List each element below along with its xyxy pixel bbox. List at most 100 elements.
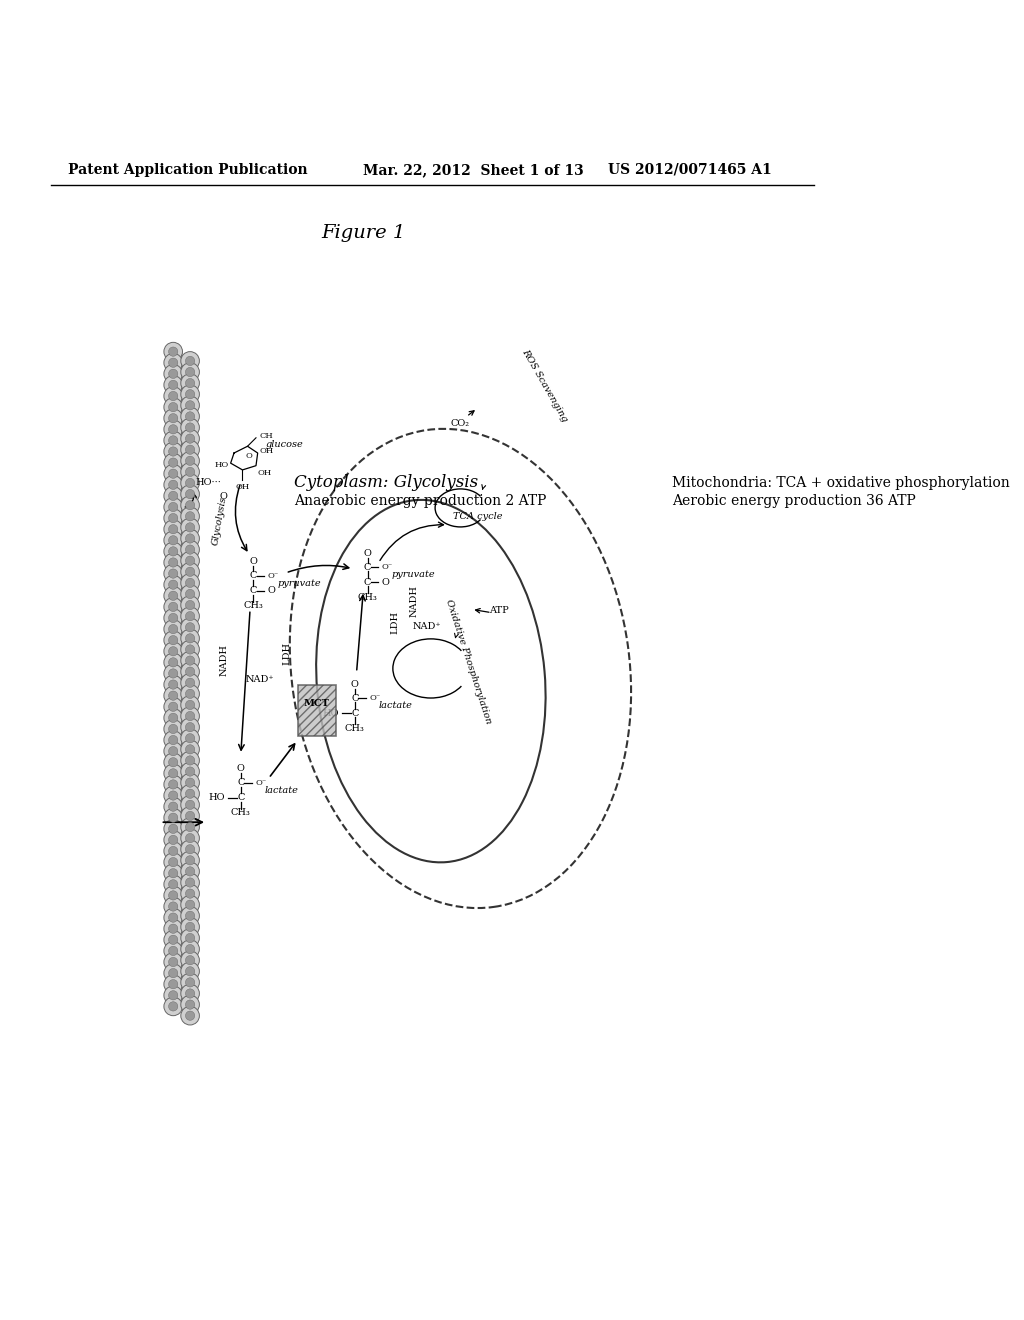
Circle shape	[169, 347, 178, 356]
Circle shape	[181, 741, 200, 759]
Circle shape	[181, 718, 200, 737]
Circle shape	[181, 374, 200, 392]
Circle shape	[185, 401, 195, 411]
Circle shape	[169, 524, 178, 533]
Circle shape	[185, 833, 195, 842]
Circle shape	[169, 413, 178, 422]
Circle shape	[181, 940, 200, 958]
Circle shape	[181, 807, 200, 825]
Text: CH₃: CH₃	[244, 602, 263, 610]
Circle shape	[185, 812, 195, 821]
Circle shape	[185, 956, 195, 965]
Circle shape	[181, 396, 200, 414]
Circle shape	[169, 990, 178, 1001]
Text: CH₃: CH₃	[357, 593, 378, 602]
Text: O: O	[351, 680, 358, 689]
Circle shape	[181, 995, 200, 1014]
Circle shape	[164, 498, 182, 516]
Text: O⁻: O⁻	[370, 694, 381, 702]
Text: NAD⁺: NAD⁺	[413, 622, 441, 631]
Text: O: O	[382, 578, 390, 587]
Circle shape	[169, 624, 178, 634]
Circle shape	[181, 496, 200, 515]
Circle shape	[164, 586, 182, 605]
Circle shape	[164, 631, 182, 649]
Circle shape	[169, 824, 178, 833]
Circle shape	[185, 845, 195, 854]
Circle shape	[169, 713, 178, 722]
Text: pyruvate: pyruvate	[391, 570, 435, 579]
Circle shape	[169, 647, 178, 656]
Text: C: C	[250, 572, 257, 579]
Text: CH: CH	[259, 432, 273, 440]
Circle shape	[169, 591, 178, 601]
Text: pyruvate: pyruvate	[278, 578, 321, 587]
Circle shape	[164, 642, 182, 660]
Circle shape	[169, 480, 178, 490]
Circle shape	[185, 855, 195, 865]
Circle shape	[185, 1001, 195, 1010]
Circle shape	[185, 379, 195, 388]
Text: O: O	[250, 557, 257, 566]
Circle shape	[181, 874, 200, 892]
Circle shape	[169, 690, 178, 701]
Circle shape	[185, 356, 195, 366]
Circle shape	[164, 797, 182, 816]
Circle shape	[181, 907, 200, 925]
Text: O: O	[237, 764, 245, 774]
Circle shape	[164, 975, 182, 994]
Text: NADH: NADH	[219, 644, 228, 676]
Circle shape	[185, 611, 195, 620]
Circle shape	[185, 556, 195, 565]
Circle shape	[164, 376, 182, 395]
Circle shape	[164, 354, 182, 372]
Circle shape	[185, 756, 195, 766]
Circle shape	[164, 553, 182, 572]
Circle shape	[169, 403, 178, 412]
Text: O⁻: O⁻	[255, 779, 266, 787]
Text: C: C	[238, 777, 245, 787]
Circle shape	[164, 453, 182, 471]
Circle shape	[185, 678, 195, 688]
Circle shape	[181, 817, 200, 837]
Circle shape	[169, 380, 178, 389]
Circle shape	[169, 924, 178, 933]
Circle shape	[185, 500, 195, 510]
Text: NADH: NADH	[410, 585, 419, 616]
Circle shape	[164, 609, 182, 627]
Text: lactate: lactate	[264, 785, 298, 795]
Circle shape	[185, 911, 195, 920]
Circle shape	[164, 576, 182, 594]
Circle shape	[169, 979, 178, 989]
Circle shape	[181, 363, 200, 381]
Circle shape	[164, 387, 182, 405]
Text: LDH: LDH	[283, 642, 292, 665]
Text: C: C	[351, 709, 358, 718]
Circle shape	[181, 552, 200, 570]
Circle shape	[181, 973, 200, 991]
Circle shape	[169, 702, 178, 711]
Circle shape	[181, 774, 200, 792]
Circle shape	[185, 701, 195, 710]
Circle shape	[181, 429, 200, 447]
Circle shape	[169, 657, 178, 667]
Circle shape	[164, 686, 182, 705]
Text: C: C	[238, 793, 245, 803]
Circle shape	[185, 656, 195, 665]
Circle shape	[181, 640, 200, 659]
Circle shape	[185, 523, 195, 532]
Circle shape	[181, 696, 200, 714]
Circle shape	[169, 458, 178, 467]
Circle shape	[169, 725, 178, 734]
Circle shape	[169, 1002, 178, 1011]
Circle shape	[164, 364, 182, 383]
Circle shape	[169, 946, 178, 956]
Circle shape	[169, 503, 178, 512]
Circle shape	[181, 562, 200, 581]
Circle shape	[164, 752, 182, 771]
Circle shape	[164, 853, 182, 871]
Circle shape	[169, 614, 178, 623]
Circle shape	[164, 787, 182, 805]
Circle shape	[185, 545, 195, 554]
Circle shape	[164, 442, 182, 461]
